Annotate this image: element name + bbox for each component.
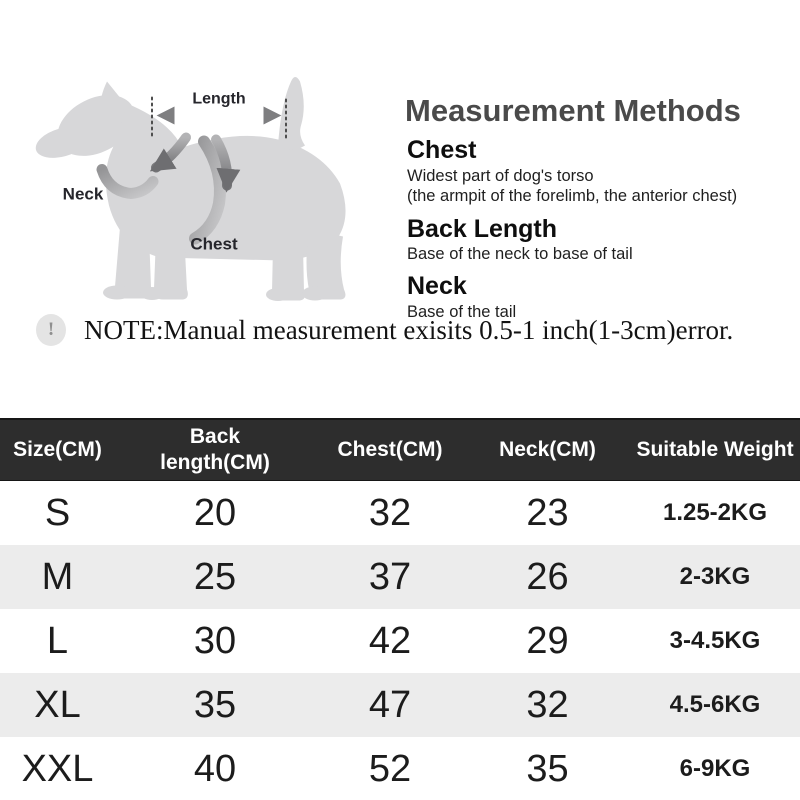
table-row-m: M 25 37 26 2-3KG: [0, 545, 800, 609]
cell-size: S: [44, 491, 71, 534]
cell-size: L: [46, 619, 69, 662]
table-row-xl: XL 35 47 32 4.5-6KG: [0, 673, 800, 737]
cell-neck: 26: [526, 555, 569, 598]
cell-size: XL: [34, 683, 81, 726]
cell-chest: 42: [368, 619, 412, 662]
method-neck-heading: Neck: [407, 272, 467, 301]
cell-chest: 37: [368, 555, 412, 598]
header-chest: Chest(CM): [337, 438, 443, 461]
cell-back-length: 35: [193, 683, 237, 726]
cell-chest: 47: [368, 683, 412, 726]
cell-size: XXL: [21, 747, 94, 790]
size-table: Size(CM) Back length(CM) Chest(CM) Neck(…: [0, 418, 800, 800]
cell-size: M: [41, 555, 74, 598]
cell-neck: 35: [526, 747, 569, 790]
table-row-l: L 30 42 29 3-4.5KG: [0, 609, 800, 673]
cell-weight: 3-4.5KG: [669, 627, 761, 654]
chest-curved-arrow-icon: [211, 134, 241, 193]
neck-label: Neck: [63, 185, 104, 204]
chest-label: Chest: [190, 235, 238, 254]
dog-measurement-diagram: Length Neck Chest: [35, 77, 346, 301]
cell-back-length: 40: [193, 747, 237, 790]
method-back-length-line1: Base of the neck to base of tail: [407, 245, 633, 263]
methods-title: Measurement Methods: [405, 93, 741, 128]
method-chest-line2: (the armpit of the forelimb, the anterio…: [407, 187, 738, 206]
exclamation-icon: !: [36, 314, 66, 346]
cell-back-length: 25: [193, 555, 237, 598]
header-size: Size(CM): [13, 438, 102, 461]
method-neck: Neck Base of the tail: [405, 273, 797, 322]
length-label: Length: [192, 91, 245, 108]
method-neck-line1: Base of the tail: [407, 302, 517, 321]
method-back-length: Back Length Base of the neck to base of …: [405, 214, 797, 265]
harness-straps-icon: [96, 135, 226, 245]
method-chest: Chest Widest part of dog's torso (the ar…: [405, 137, 797, 206]
note-row: ! NOTE:Manual measurement exisits 0.5-1 …: [36, 314, 733, 346]
cell-weight: 4.5-6KG: [669, 691, 761, 718]
measurement-methods-section: Measurement Methods Chest Widest part of…: [405, 93, 797, 322]
size-table-header: Size(CM) Back length(CM) Chest(CM) Neck(…: [0, 418, 800, 481]
cell-back-length: 20: [193, 491, 237, 534]
method-back-length-heading: Back Length: [407, 214, 558, 243]
method-chest-line1: Widest part of dog's torso: [407, 166, 594, 185]
cell-weight: 6-9KG: [679, 755, 751, 782]
table-row-s: S 20 32 23 1.25-2KG: [0, 481, 800, 545]
neck-curved-arrow-icon: [149, 132, 191, 173]
cell-weight: 2-3KG: [679, 563, 751, 590]
note-text: NOTE:Manual measurement exisits 0.5-1 in…: [84, 314, 734, 345]
cell-chest: 52: [368, 747, 412, 790]
cell-neck: 32: [526, 683, 569, 726]
cell-chest: 32: [368, 491, 412, 534]
cell-weight: 1.25-2KG: [662, 499, 768, 526]
cell-back-length: 30: [193, 619, 237, 662]
method-chest-heading: Chest: [407, 136, 477, 165]
header-weight: Suitable Weight: [636, 438, 794, 461]
cell-neck: 23: [526, 491, 569, 534]
header-back-length: Back length(CM): [160, 424, 270, 474]
header-neck: Neck(CM): [499, 438, 596, 461]
table-row-xxl: XXL 40 52 35 6-9KG: [0, 737, 800, 800]
cell-neck: 29: [526, 619, 569, 662]
